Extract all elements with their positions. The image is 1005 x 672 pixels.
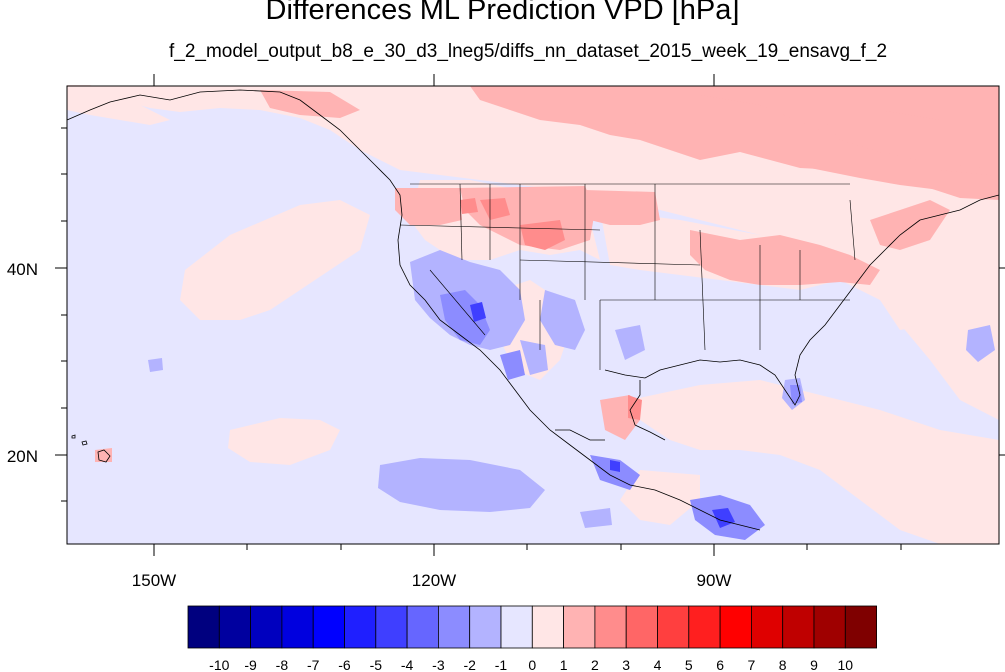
x-tick-label-90w: 90W [697,571,732,590]
colorbar-label: -8 [276,657,289,672]
colorbar-label: 6 [716,657,724,672]
colorbar-swatch [782,605,815,649]
colorbar-swatch [531,605,564,649]
colorbar-label: -3 [432,657,445,672]
colorbar: -10 -9 -8 -7 -6 -5 -4 -3 -2 -1 0 1 2 3 4 5 6 7 8 9 10 [187,605,877,672]
colorbar-swatch [312,605,345,649]
colorbar-swatch [594,605,627,649]
colorbar-label: 8 [779,657,787,672]
colorbar-label: 10 [838,657,854,672]
y-tick-label-20n: 20N [7,447,38,466]
colorbar-label: -6 [338,657,351,672]
dark-blue-field [470,302,735,528]
colorbar-label: -7 [307,657,320,672]
colorbar-swatch [657,605,690,649]
colorbar-swatch [813,605,846,649]
colorbar-label: -9 [244,657,257,672]
colorbar-swatch [344,605,377,649]
colorbar-label: -5 [370,657,383,672]
x-tick-label-120w: 120W [412,571,456,590]
colorbar-swatch [250,605,283,649]
plot-title: Differences ML Prediction VPD [hPa] [265,0,740,26]
colorbar-label: 9 [810,657,818,672]
colorbar-swatch [187,605,220,649]
colorbar-swatch [437,605,471,649]
colorbar-swatch [625,605,658,649]
colorbar-swatch [719,605,752,649]
axis-ticks [55,74,1005,556]
colorbar-label: -10 [209,657,229,672]
y-tick-label-40n: 40N [7,260,38,279]
colorbar-label: 7 [748,657,756,672]
colorbar-swatch [500,605,533,649]
colorbar-swatch [563,605,596,649]
axis-labels: 150W 120W 90W 40N 20N [7,260,732,590]
colorbar-label: -2 [463,657,476,672]
colorbar-label: 0 [528,657,536,672]
colorbar-swatch [844,605,877,649]
colorbar-label: 4 [654,657,662,672]
map-panel [66,85,1000,545]
coastlines [66,89,1000,531]
colorbar-swatch [688,605,721,649]
colorbar-label: 2 [591,657,599,672]
x-tick-label-150w: 150W [132,571,176,590]
colorbar-swatch [218,605,252,649]
colorbar-label: -4 [401,657,414,672]
state-borders [399,183,856,370]
colorbar-swatch [281,605,314,649]
colorbar-swatch [406,605,439,649]
plot-subtitle: f_2_model_output_b8_e_30_d3_lneg5/diffs_… [168,41,888,62]
colorbar-label: 3 [622,657,630,672]
colorbar-swatch [375,605,408,649]
colorbar-swatch [751,605,784,649]
colorbar-swatch [469,605,502,649]
colorbar-label: -1 [495,657,508,672]
colorbar-label: 5 [685,657,693,672]
colorbar-label: 1 [560,657,568,672]
